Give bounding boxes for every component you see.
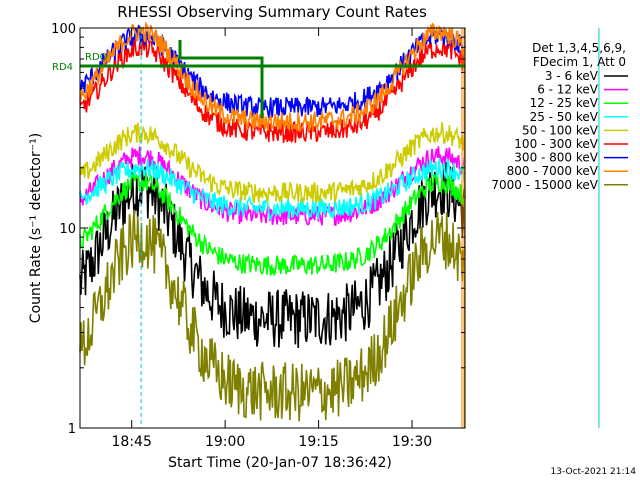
y-axis-label: Count Rate (s⁻¹ detector⁻¹) [28, 133, 44, 323]
legend-label-0: 3 - 6 keV [545, 69, 599, 83]
series-line-5 [79, 37, 466, 144]
legend-label-3: 25 - 50 keV [530, 110, 599, 124]
legend-label-5: 100 - 300 keV [514, 137, 598, 151]
chart-title: RHESSI Observing Summary Count Rates [117, 3, 427, 21]
rd-step-line [178, 40, 264, 118]
annotation-2: S [446, 36, 452, 47]
annotation-layer: RDO RD4 S [52, 28, 600, 428]
series-line-3 [79, 157, 466, 220]
x-tick-label-3: 19:30 [392, 434, 432, 450]
series-line-8 [79, 209, 466, 422]
legend: Det 1,3,4,5,6,9,FDecim 1, Att 03 - 6 keV… [491, 41, 628, 192]
x-tick-label-0: 18:45 [112, 434, 152, 450]
series-layer [79, 21, 466, 422]
series-line-4 [79, 122, 466, 205]
annotation-0: RDO [85, 52, 108, 63]
series-line-2 [79, 172, 466, 277]
y-tick-label-0: 1 [68, 422, 76, 437]
x-tick-label-2: 19:15 [298, 434, 338, 450]
legend-header-1: FDecim 1, Att 0 [533, 55, 626, 69]
x-tick-label-1: 19:00 [205, 434, 245, 450]
legend-label-4: 50 - 100 keV [522, 123, 599, 137]
x-axis-label: Start Time (20-Jan-07 18:36:42) [168, 455, 392, 471]
series-line-7 [79, 21, 466, 133]
axis-layer: 18:45 19:00 19:15 19:30 1 10 100 [51, 22, 465, 450]
legend-label-6: 300 - 800 keV [514, 151, 598, 165]
annotation-1: RD4 [52, 62, 73, 73]
legend-label-7: 800 - 7000 keV [507, 164, 599, 178]
timestamp: 13-Oct-2021 21:14 [551, 467, 637, 477]
legend-label-8: 7000 - 15000 keV [491, 178, 598, 192]
series-line-6 [79, 24, 466, 118]
y-tick-label-2: 100 [51, 22, 76, 37]
legend-label-1: 6 - 12 keV [537, 83, 599, 97]
legend-label-2: 12 - 25 keV [530, 96, 599, 110]
y-tick-label-1: 10 [59, 222, 76, 237]
legend-header-0: Det 1,3,4,5,6,9, [532, 41, 626, 55]
